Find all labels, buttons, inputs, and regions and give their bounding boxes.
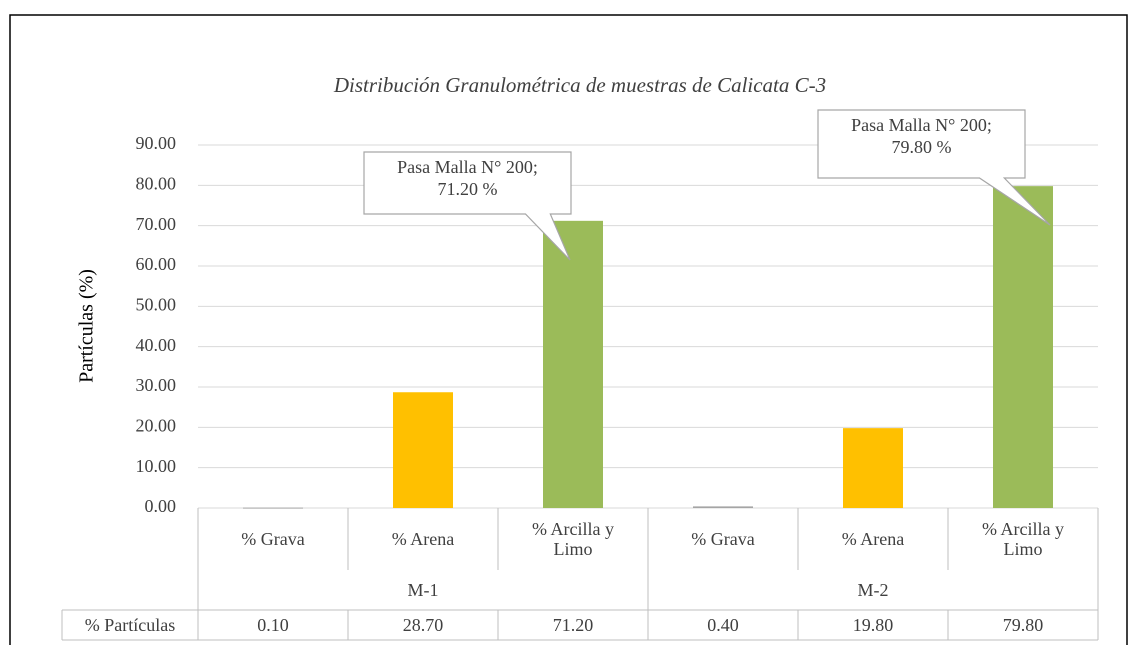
group-label: M-1 xyxy=(407,580,439,600)
table-value: 0.40 xyxy=(707,615,739,635)
table-value: 28.70 xyxy=(402,615,444,635)
y-tick-label: 40.00 xyxy=(136,335,177,355)
y-tick-label: 0.00 xyxy=(145,496,177,516)
bar xyxy=(243,507,303,509)
bar xyxy=(843,428,903,508)
bar xyxy=(393,392,453,508)
y-tick-label: 90.00 xyxy=(136,133,177,153)
y-tick-label: 80.00 xyxy=(136,173,177,193)
table-row-label: % Partículas xyxy=(84,615,176,635)
x-tick-label: % Grava xyxy=(241,529,305,549)
chart-title: Distribución Granulométrica de muestras … xyxy=(333,73,826,97)
callout-box xyxy=(817,109,1051,226)
y-tick-label: 70.00 xyxy=(136,214,177,234)
table-value: 71.20 xyxy=(552,615,594,635)
group-label: M-2 xyxy=(857,580,889,600)
x-tick-label: % Grava xyxy=(691,529,755,549)
y-tick-label: 60.00 xyxy=(136,254,177,274)
x-tick-label: % Arcilla y Limo xyxy=(532,519,614,559)
y-axis-label: Partículas (%) xyxy=(76,269,98,383)
y-tick-label: 20.00 xyxy=(136,415,177,435)
y-tick-label: 50.00 xyxy=(136,294,177,314)
chart-border xyxy=(9,14,1128,645)
callout-text: 79.80 % xyxy=(892,137,952,157)
callout-text: Pasa Malla N° 200; xyxy=(851,115,992,135)
callout-text: 71.20 % xyxy=(438,179,498,199)
x-tick-label: % Arena xyxy=(391,529,455,549)
bar xyxy=(693,506,753,508)
table-value: 19.80 xyxy=(852,615,894,635)
callout-text: Pasa Malla N° 200; xyxy=(397,157,538,177)
table-value: 79.80 xyxy=(1002,615,1044,635)
bar xyxy=(993,186,1053,508)
x-tick-label: % Arena xyxy=(841,529,905,549)
bar xyxy=(543,220,603,508)
y-tick-label: 10.00 xyxy=(136,456,177,476)
y-tick-label: 30.00 xyxy=(136,375,177,395)
table-value: 0.10 xyxy=(257,615,289,635)
callout-box xyxy=(363,151,572,261)
x-tick-label: % Arcilla y Limo xyxy=(982,519,1064,559)
